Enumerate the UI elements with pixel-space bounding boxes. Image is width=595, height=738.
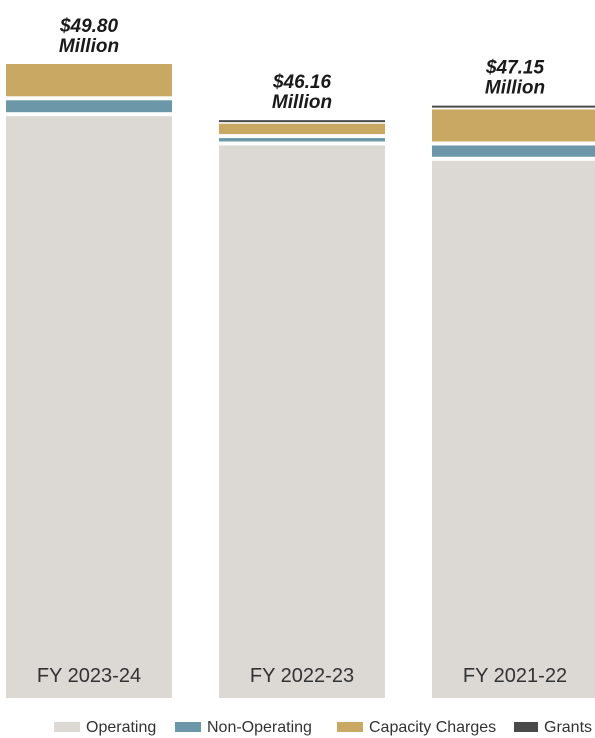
- bar-capacity-charges-3: [432, 109, 595, 142]
- total-value-label: $46.16: [272, 72, 332, 93]
- bar-non-operating-1: [6, 100, 172, 113]
- legend: Operating Non-Operating Capacity Charges Gr…: [54, 719, 592, 736]
- bar-non-operating-2: [219, 138, 385, 142]
- bars-layer: [6, 64, 595, 699]
- legend-swatch-non-operating: [175, 722, 201, 732]
- legend-label: Capacity Charges: [369, 719, 496, 736]
- total-unit-label: Million: [485, 78, 545, 99]
- bar-grants-2: [219, 120, 385, 123]
- legend-label: Operating: [86, 719, 156, 736]
- legend-swatch-capacity-charges: [337, 722, 363, 732]
- bar-non-operating-3: [432, 145, 595, 157]
- category-label: FY 2021-22: [463, 665, 567, 687]
- total-value-label: $47.15: [485, 58, 545, 79]
- bar-operating-2: [219, 145, 385, 698]
- total-unit-label: Million: [59, 36, 119, 57]
- bar-capacity-charges-2: [219, 123, 385, 135]
- bar-capacity-charges-1: [6, 64, 172, 97]
- legend-label: Grants: [544, 719, 592, 736]
- bar-operating-1: [6, 116, 172, 699]
- legend-swatch-grants: [514, 722, 538, 732]
- bar-operating-3: [432, 160, 595, 699]
- category-label: FY 2022-23: [250, 665, 354, 687]
- total-unit-label: Million: [272, 92, 332, 113]
- legend-swatch-operating: [54, 722, 80, 732]
- category-label: FY 2023-24: [37, 665, 141, 687]
- total-value-label: $49.80: [59, 16, 119, 37]
- bar-grants-3: [432, 105, 595, 108]
- category-labels-layer: FY 2023-24 FY 2022-23 FY 2021-22: [37, 665, 567, 687]
- legend-label: Non-Operating: [207, 719, 312, 736]
